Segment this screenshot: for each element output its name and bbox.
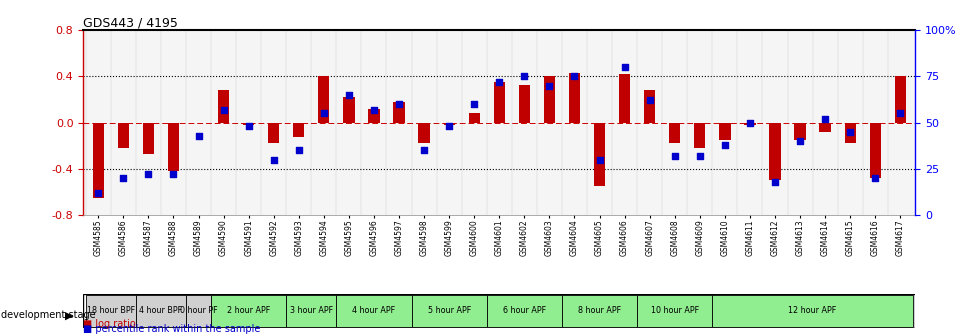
Bar [568,73,580,123]
Point [817,116,832,122]
Point [391,101,407,107]
Point [215,107,231,112]
FancyBboxPatch shape [86,295,136,327]
Point [767,179,782,184]
Point [115,175,131,181]
FancyBboxPatch shape [561,295,637,327]
Text: 18 hour BPF: 18 hour BPF [87,306,135,315]
Text: ■ log ratio: ■ log ratio [83,319,136,329]
Point [616,65,632,70]
FancyBboxPatch shape [286,295,336,327]
Point [90,190,106,196]
FancyBboxPatch shape [712,295,911,327]
Point [591,157,606,162]
Text: 3 hour APF: 3 hour APF [289,306,333,315]
Bar [668,123,680,143]
Text: GDS443 / 4195: GDS443 / 4195 [83,16,178,29]
Bar [268,123,279,143]
Point [642,98,657,103]
Point [491,79,507,85]
Point [141,172,156,177]
Point [791,138,807,144]
Bar [292,123,304,136]
Text: 8 hour APF: 8 hour APF [577,306,620,315]
Text: 4 hour APF: 4 hour APF [352,306,395,315]
Bar [618,74,630,123]
Point [466,101,481,107]
Bar [468,114,479,123]
Bar [894,77,905,123]
Text: 12 hour APF: 12 hour APF [787,306,836,315]
Point [340,92,356,97]
FancyBboxPatch shape [637,295,712,327]
Point [441,124,457,129]
FancyBboxPatch shape [136,295,186,327]
Bar [769,123,779,180]
Point [892,111,908,116]
FancyBboxPatch shape [486,295,561,327]
Text: ■ percentile rank within the sample: ■ percentile rank within the sample [83,324,260,334]
Text: 2 hour APF: 2 hour APF [227,306,270,315]
Point [566,74,582,79]
Bar [594,123,604,186]
Point [366,107,381,112]
Text: 0 hour PF: 0 hour PF [180,306,217,315]
Point [541,83,556,88]
Bar [218,90,229,123]
Text: 5 hour APF: 5 hour APF [427,306,470,315]
Bar [93,123,104,198]
Point [666,153,682,159]
Bar [644,90,654,123]
Point [266,157,282,162]
Bar [343,97,354,123]
Bar [143,123,154,154]
Bar [693,123,705,148]
Bar [167,123,179,171]
Bar [743,123,755,125]
Point [290,148,306,153]
Point [841,129,857,135]
Point [716,142,732,148]
Text: 6 hour APF: 6 hour APF [503,306,546,315]
Bar [493,82,505,123]
Bar [844,123,855,143]
Bar [543,77,555,123]
Point [691,153,707,159]
FancyBboxPatch shape [186,295,211,327]
Bar [117,123,129,148]
Point [867,175,882,181]
Point [316,111,332,116]
Bar [318,77,330,123]
FancyBboxPatch shape [336,295,411,327]
Point [741,120,757,125]
Text: 4 hour BPF: 4 hour BPF [139,306,182,315]
Point [241,124,256,129]
Point [416,148,431,153]
Point [516,74,532,79]
Bar [793,123,805,140]
FancyBboxPatch shape [411,295,486,327]
Text: 10 hour APF: 10 hour APF [650,306,698,315]
Bar [393,102,404,123]
Bar [443,123,455,125]
Bar [719,123,730,140]
Bar [418,123,429,143]
Point [191,133,206,138]
Text: development stage: development stage [1,310,96,320]
Bar [243,123,254,125]
Bar [868,123,880,178]
Text: ▶: ▶ [65,310,73,320]
FancyBboxPatch shape [211,295,286,327]
Bar [819,123,830,132]
Bar [368,109,379,123]
Bar [518,85,529,123]
Point [165,172,181,177]
